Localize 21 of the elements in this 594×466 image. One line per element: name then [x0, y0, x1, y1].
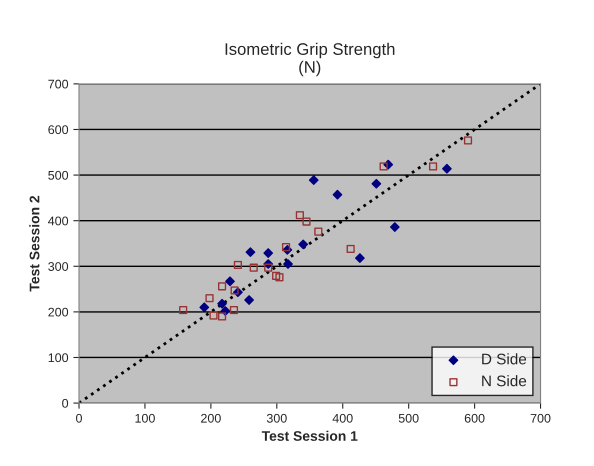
y-tick-label: 100 [48, 353, 68, 362]
x-tick-label: 600 [464, 414, 485, 423]
x-tick-label: 300 [266, 414, 287, 423]
legend-label: N Side [482, 375, 526, 386]
y-tick-label: 0 [62, 398, 68, 408]
y-tick-label: 200 [48, 308, 68, 317]
y-tick-label: 700 [48, 80, 68, 89]
y-tick-label: 600 [48, 125, 68, 134]
y-tick-label: 500 [48, 170, 68, 180]
y-tick-label: 300 [48, 262, 68, 271]
x-tick-label: 100 [135, 414, 155, 423]
x-tick-label: 0 [76, 414, 82, 423]
x-axis-title: Test Session 1 [262, 430, 358, 441]
y-tick-label: 400 [48, 216, 68, 226]
x-tick-label: 400 [332, 414, 353, 423]
x-tick-label: 200 [201, 414, 221, 423]
x-tick-label: 700 [530, 414, 550, 423]
legend-label: D Side [482, 353, 526, 364]
x-tick-label: 500 [398, 414, 419, 423]
chart-title: Isometric Grip Strength (N) [226, 42, 394, 76]
y-axis-title: Test Session 2 [29, 196, 40, 292]
